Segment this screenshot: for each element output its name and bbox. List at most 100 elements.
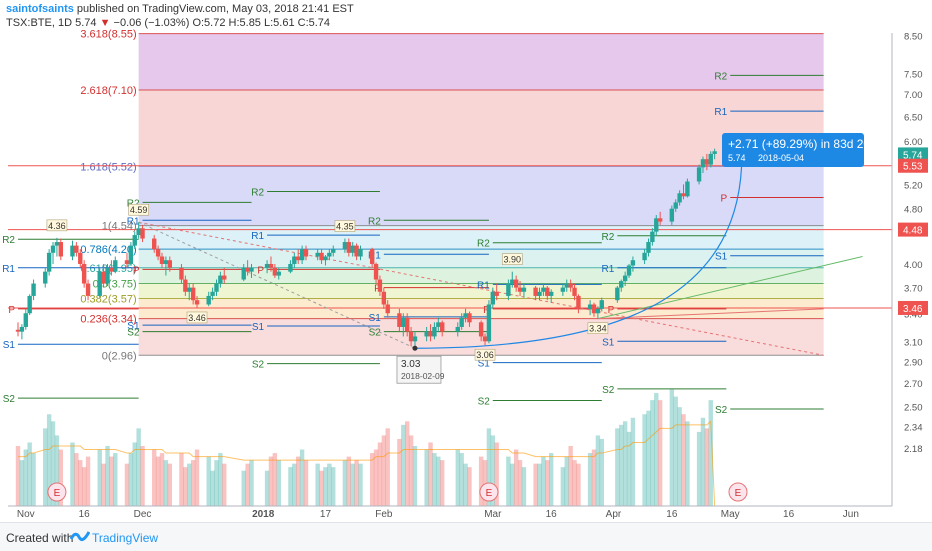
candle-body bbox=[155, 249, 161, 257]
candle-body bbox=[385, 304, 390, 314]
volume-bar bbox=[272, 453, 278, 506]
footer-bar: Created with TradingView bbox=[0, 522, 932, 551]
volume-bar bbox=[681, 414, 686, 506]
symbol-line: TSX:BTE, 1D 5.74 ▼ −0.06 (−1.03%) O:5.72… bbox=[6, 17, 330, 29]
candle-body bbox=[642, 252, 647, 261]
candle-body bbox=[401, 317, 406, 327]
volume-bar bbox=[615, 428, 620, 506]
candle-body bbox=[696, 167, 702, 182]
candle-body bbox=[358, 249, 363, 257]
candle-body bbox=[712, 151, 717, 154]
candle-body bbox=[346, 242, 352, 253]
x-tick-label: 16 bbox=[79, 509, 91, 520]
y-tick-label: 2.34 bbox=[904, 423, 923, 434]
candle-body bbox=[81, 263, 87, 284]
volume-bar bbox=[599, 438, 604, 506]
pivot-label: P bbox=[483, 305, 490, 316]
price-change: −0.06 (−1.03%) bbox=[113, 17, 190, 29]
candle-body bbox=[510, 279, 515, 284]
y-tick-label: 5.20 bbox=[904, 180, 923, 191]
volume-bar bbox=[276, 460, 281, 506]
volume-bar bbox=[669, 389, 675, 506]
candle-body bbox=[615, 287, 620, 301]
candle-body bbox=[373, 263, 379, 280]
fib-band bbox=[138, 89, 824, 167]
volume-bar bbox=[81, 467, 87, 506]
price-badge bbox=[898, 222, 928, 237]
price-badge-label: 5.74 bbox=[903, 150, 923, 161]
volume-bar bbox=[401, 424, 406, 506]
x-tick-label: Feb bbox=[375, 509, 393, 520]
candle-body bbox=[222, 275, 227, 280]
price-label: 4.36 bbox=[48, 221, 66, 231]
candle-body bbox=[428, 331, 433, 337]
candle-body bbox=[654, 218, 659, 232]
measure-curve bbox=[414, 154, 743, 349]
volume-bar bbox=[210, 470, 215, 506]
x-tick-label: Dec bbox=[134, 509, 152, 520]
y-tick-label: 3.70 bbox=[904, 284, 923, 295]
candle-body bbox=[432, 326, 437, 337]
tradingview-logo-icon[interactable] bbox=[69, 529, 91, 546]
measure-sub-date: 2018-05-04 bbox=[758, 153, 804, 163]
pivot-label: P bbox=[374, 284, 381, 295]
candle-body bbox=[210, 291, 215, 296]
author-name[interactable]: saintofsaints bbox=[6, 3, 74, 15]
y-tick-label: 3.10 bbox=[904, 337, 923, 348]
candle-body bbox=[369, 249, 375, 264]
volume-bar bbox=[288, 467, 293, 506]
candle-body bbox=[595, 308, 601, 314]
pivot-label: R1 bbox=[2, 264, 15, 275]
volume-bar bbox=[264, 470, 270, 506]
candle-body bbox=[105, 267, 110, 284]
candle-body bbox=[619, 281, 624, 288]
volume-bar bbox=[385, 428, 390, 506]
price-label: 3.46 bbox=[188, 313, 206, 323]
volume-bar bbox=[163, 460, 169, 506]
volume-bar bbox=[97, 449, 102, 506]
y-tick-label: 6.50 bbox=[904, 113, 923, 124]
candle-body bbox=[482, 336, 488, 342]
candle-body bbox=[486, 304, 492, 342]
candle-body bbox=[599, 300, 604, 309]
candle-body bbox=[708, 153, 713, 165]
volume-bar bbox=[455, 449, 460, 506]
candle-body bbox=[136, 228, 141, 236]
price-label-box bbox=[46, 219, 68, 232]
volume-bar bbox=[58, 449, 64, 506]
volume-bar bbox=[673, 396, 678, 506]
symbol[interactable]: TSX:BTE, 1D bbox=[6, 17, 73, 29]
volume-bar bbox=[548, 453, 554, 506]
volume-bar bbox=[626, 431, 632, 506]
volume-bar bbox=[622, 421, 628, 506]
candle-body bbox=[533, 287, 538, 296]
pivot-label: S2 bbox=[602, 385, 615, 396]
candle-body bbox=[303, 249, 309, 257]
candle-body bbox=[517, 287, 523, 292]
publish-line: saintofsaints published on TradingView.c… bbox=[6, 3, 354, 15]
candle-body bbox=[206, 295, 211, 305]
candle-body bbox=[23, 313, 28, 327]
candle-body bbox=[685, 181, 690, 197]
tradingview-link[interactable]: TradingView bbox=[92, 531, 159, 545]
volume-bar bbox=[654, 393, 659, 506]
candle-body bbox=[124, 260, 130, 264]
volume-bar bbox=[696, 431, 702, 506]
candle-body bbox=[152, 238, 157, 250]
volume-bar bbox=[377, 442, 383, 506]
candle-body bbox=[245, 267, 250, 272]
candle-body bbox=[292, 256, 297, 264]
volume-bar bbox=[85, 456, 91, 506]
candle-body bbox=[54, 242, 60, 246]
candle-body bbox=[109, 267, 114, 272]
candle-body bbox=[19, 326, 25, 332]
candle-body bbox=[669, 208, 675, 222]
candle-body bbox=[319, 252, 324, 261]
candle-body bbox=[704, 159, 710, 165]
ohlc-values: O:5.72 H:5.85 L:5.61 C:5.74 bbox=[192, 17, 331, 29]
price-chart[interactable]: 3.618(8.55)2.618(7.10)1.618(5.52)1(4.54)… bbox=[0, 0, 932, 522]
volume-bar bbox=[101, 463, 106, 506]
candle-body bbox=[650, 231, 655, 243]
volume-bar bbox=[354, 460, 359, 506]
volume-bar bbox=[128, 453, 134, 506]
